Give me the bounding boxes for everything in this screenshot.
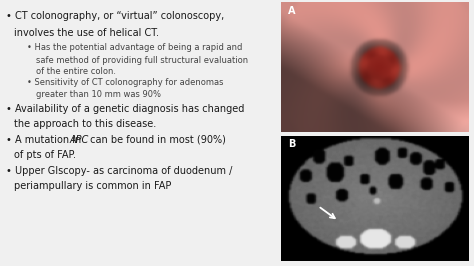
Text: involves the use of helical CT.: involves the use of helical CT. [14,28,159,39]
Text: the approach to this disease.: the approach to this disease. [14,119,156,130]
Text: • A mutation in: • A mutation in [6,135,84,145]
Text: • Sensitivity of CT colonography for adenomas: • Sensitivity of CT colonography for ade… [27,78,224,87]
Text: can be found in most (90%): can be found in most (90%) [87,135,226,145]
Text: B: B [288,139,295,149]
Text: safe method of providing full structural evaluation: safe method of providing full structural… [36,56,248,65]
Text: • Availability of a genetic diagnosis has changed: • Availability of a genetic diagnosis ha… [6,104,245,114]
Text: greater than 10 mm was 90%: greater than 10 mm was 90% [36,90,161,99]
Text: of the entire colon.: of the entire colon. [36,67,116,76]
Text: • Has the potential advantage of being a rapid and: • Has the potential advantage of being a… [27,43,243,52]
Text: • CT colonography, or “virtual” colonoscopy,: • CT colonography, or “virtual” colonosc… [6,11,224,21]
Text: APC: APC [70,135,89,145]
Text: of pts of FAP.: of pts of FAP. [14,150,76,160]
Text: periampullary is common in FAP: periampullary is common in FAP [14,181,172,191]
Text: • Upper GIscopy- as carcinoma of duodenum /: • Upper GIscopy- as carcinoma of duodenu… [6,166,233,176]
Text: A: A [288,6,296,16]
